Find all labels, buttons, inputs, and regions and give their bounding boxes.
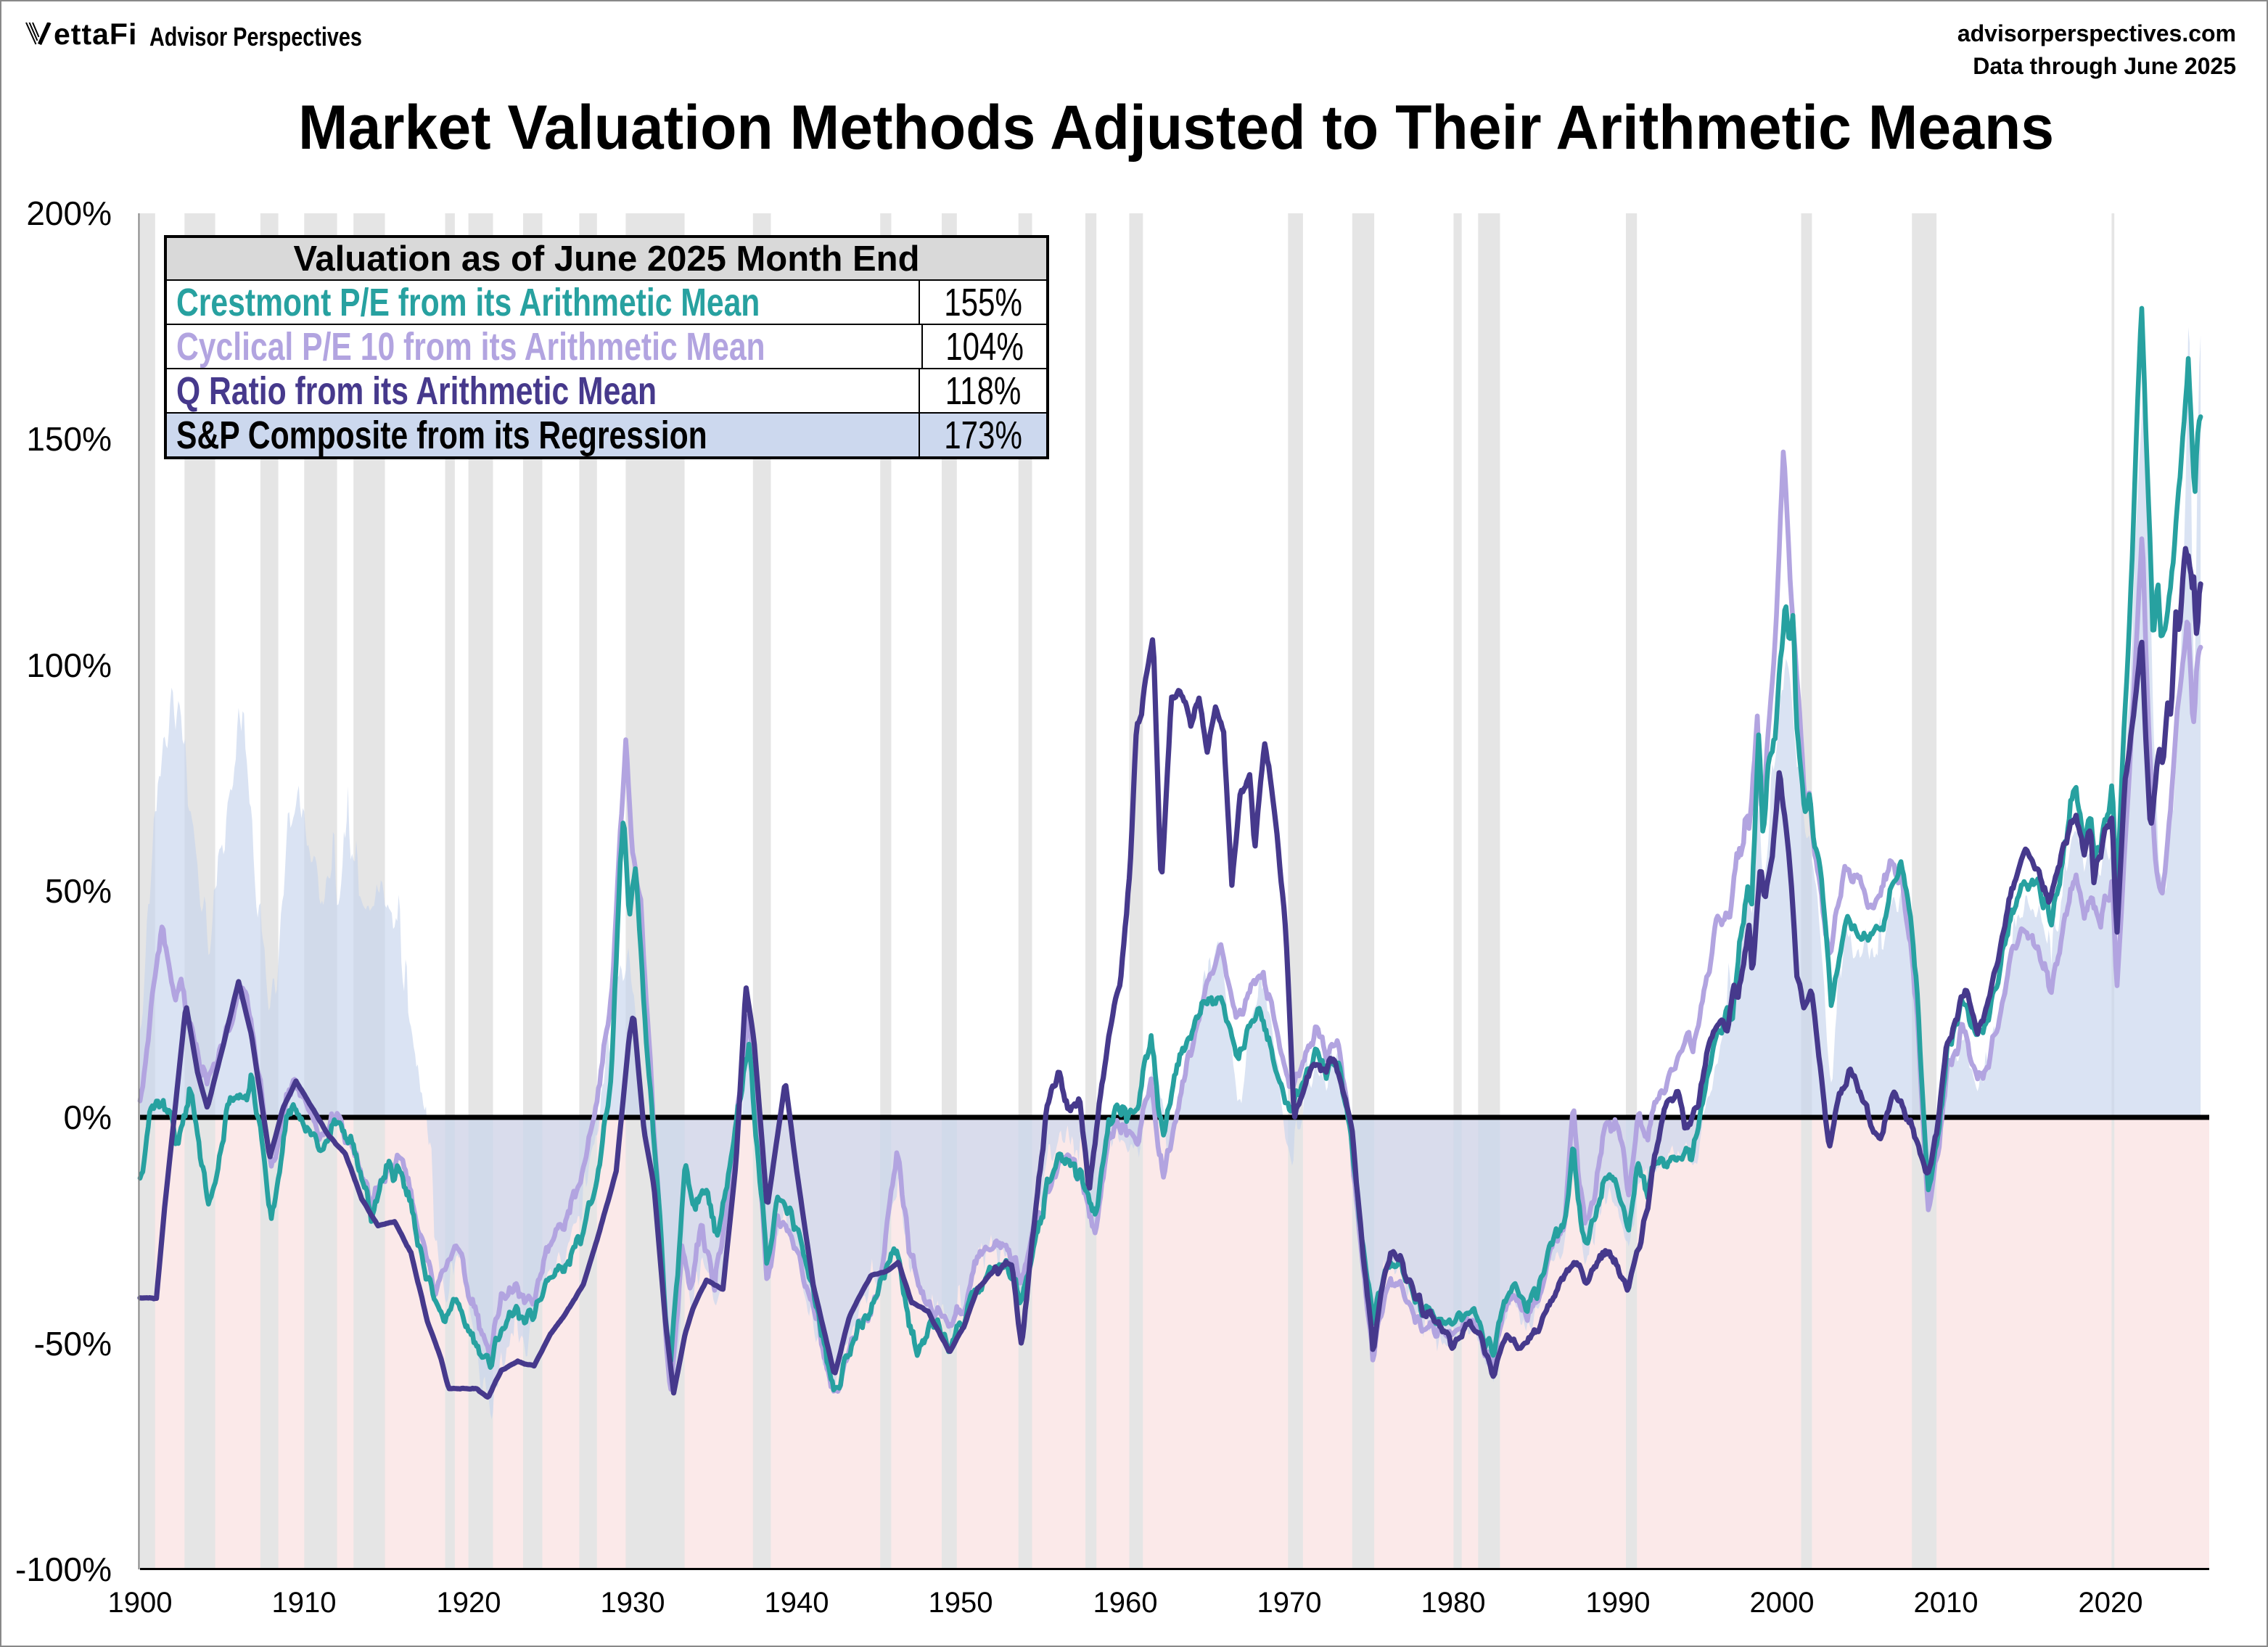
svg-text:2000: 2000 xyxy=(1750,1587,1815,1619)
svg-text:150%: 150% xyxy=(26,420,112,458)
svg-text:1940: 1940 xyxy=(765,1587,829,1619)
svg-text:2010: 2010 xyxy=(1914,1587,1979,1619)
svg-text:1950: 1950 xyxy=(929,1587,993,1619)
svg-text:50%: 50% xyxy=(45,872,112,910)
svg-text:1930: 1930 xyxy=(601,1587,665,1619)
svg-text:1900: 1900 xyxy=(108,1587,173,1619)
svg-text:2020: 2020 xyxy=(2079,1587,2143,1619)
svg-text:100%: 100% xyxy=(26,646,112,684)
svg-text:-50%: -50% xyxy=(34,1325,112,1363)
svg-text:0%: 0% xyxy=(64,1098,112,1136)
svg-text:1910: 1910 xyxy=(272,1587,337,1619)
svg-text:200%: 200% xyxy=(26,194,112,232)
svg-text:-100%: -100% xyxy=(15,1551,112,1588)
svg-text:1990: 1990 xyxy=(1586,1587,1651,1619)
svg-text:1920: 1920 xyxy=(437,1587,501,1619)
svg-text:1960: 1960 xyxy=(1093,1587,1158,1619)
svg-text:1970: 1970 xyxy=(1257,1587,1322,1619)
svg-text:1980: 1980 xyxy=(1421,1587,1486,1619)
